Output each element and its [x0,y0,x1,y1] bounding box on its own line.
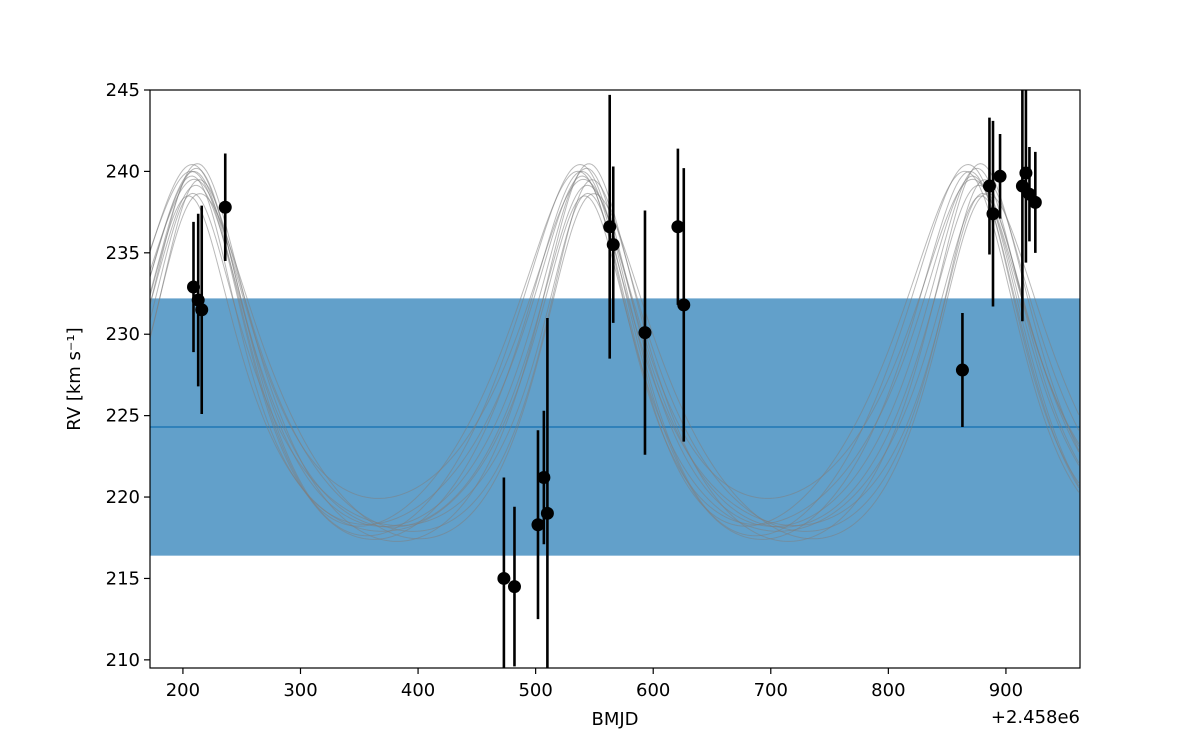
y-tick-label: 210 [106,650,140,671]
data-point-11 [606,238,620,252]
y-tick-label: 215 [106,568,140,589]
x-axis-ticks: 200 300 400 500 600 700 800 900 [166,668,1023,701]
data-point-12 [638,326,652,340]
y-tick-label: 240 [106,161,140,182]
data-point-15 [955,363,969,377]
plot-area [150,90,1080,668]
x-tick-label: 400 [401,680,435,701]
data-point-5 [497,571,511,585]
data-point-17 [986,207,1000,221]
y-tick-label: 220 [106,487,140,508]
data-point-14 [677,298,691,312]
plot-frame [149,89,1081,669]
x-tick-label: 500 [518,680,552,701]
data-point-3 [195,303,209,317]
data-point-22 [1028,195,1042,209]
y-tick-label: 245 [106,80,140,101]
data-point-6 [507,580,521,594]
x-tick-label: 800 [871,680,905,701]
y-axis-label: RV [km s⁻¹] [64,327,85,430]
data-point-9 [540,506,554,520]
y-axis-ticks: 210 215 220 225 230 235 240 245 [106,80,150,671]
data-point-1 [187,280,201,294]
x-tick-label: 900 [989,680,1023,701]
x-tick-label: 300 [283,680,317,701]
x-tick-label: 200 [166,680,200,701]
x-tick-label: 600 [636,680,670,701]
data-points [187,90,1042,668]
y-tick-label: 230 [106,324,140,345]
y-tick-label: 235 [106,243,140,264]
data-point-7 [531,518,545,532]
x-axis-offset: +2.458e6 [991,707,1080,728]
data-point-18 [993,169,1007,183]
x-tick-label: 700 [754,680,788,701]
data-point-13 [671,220,685,234]
band-layer [150,298,1080,556]
data-point-4 [218,200,232,214]
y-tick-label: 225 [106,406,140,427]
x-axis-label: BMJD [591,709,638,730]
